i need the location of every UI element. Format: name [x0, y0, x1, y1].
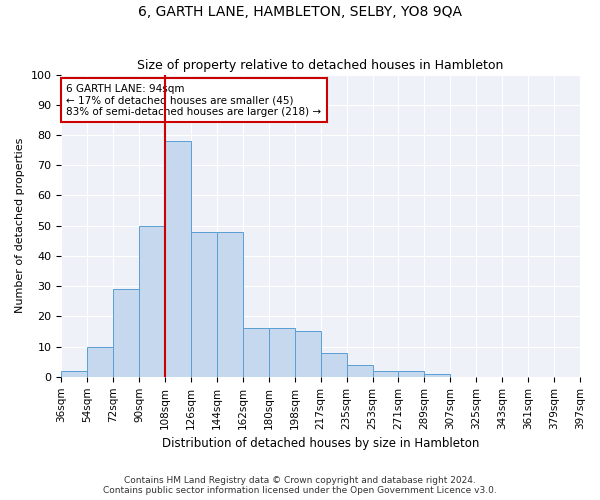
Bar	[269, 328, 295, 377]
Bar	[61, 371, 87, 377]
Bar	[243, 328, 269, 377]
Text: Contains HM Land Registry data © Crown copyright and database right 2024.
Contai: Contains HM Land Registry data © Crown c…	[103, 476, 497, 495]
Text: 6 GARTH LANE: 94sqm
← 17% of detached houses are smaller (45)
83% of semi-detach: 6 GARTH LANE: 94sqm ← 17% of detached ho…	[67, 84, 322, 117]
X-axis label: Distribution of detached houses by size in Hambleton: Distribution of detached houses by size …	[162, 437, 479, 450]
Bar	[191, 232, 217, 377]
Bar	[320, 352, 347, 377]
Bar	[217, 232, 243, 377]
Bar	[398, 371, 424, 377]
Bar	[113, 289, 139, 377]
Y-axis label: Number of detached properties: Number of detached properties	[15, 138, 25, 314]
Title: Size of property relative to detached houses in Hambleton: Size of property relative to detached ho…	[137, 59, 504, 72]
Bar	[87, 346, 113, 377]
Bar	[347, 364, 373, 377]
Text: 6, GARTH LANE, HAMBLETON, SELBY, YO8 9QA: 6, GARTH LANE, HAMBLETON, SELBY, YO8 9QA	[138, 5, 462, 19]
Bar	[373, 371, 398, 377]
Bar	[165, 141, 191, 377]
Bar	[139, 226, 165, 377]
Bar	[424, 374, 451, 377]
Bar	[295, 332, 320, 377]
